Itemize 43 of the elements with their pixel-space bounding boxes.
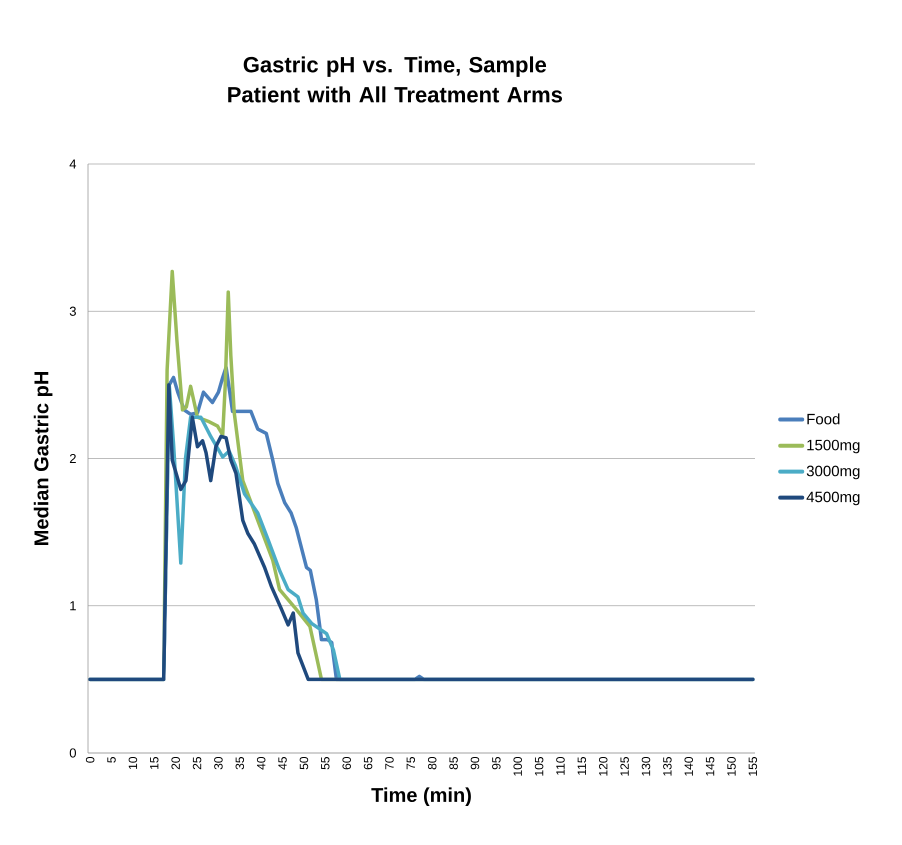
legend-label: 1500mg [807, 440, 860, 454]
x-tick-label: 20 [171, 756, 180, 770]
x-tick-label: 145 [706, 757, 714, 776]
y-tick-label: 3 [70, 306, 76, 316]
x-tick-label: 75 [406, 757, 416, 770]
x-tick-label: 105 [534, 757, 544, 776]
x-tick-label: 100 [513, 756, 522, 776]
x-tick-label: 90 [470, 756, 480, 770]
x-tick-label: 150 [727, 756, 736, 776]
y-tick-label: 1 [70, 601, 76, 610]
x-tick-label: 45 [278, 757, 287, 770]
x-tick-label: 15 [150, 757, 158, 769]
y-tick-label: 2 [70, 454, 76, 464]
chart-title: Gastric pH vs. Time, Sample Patient with All Treatment Arms [228, 56, 562, 102]
x-tick-label: 55 [321, 757, 330, 770]
x-tick-label: 110 [556, 756, 565, 775]
x-tick-label: 35 [236, 757, 244, 770]
x-tick-label: 130 [642, 756, 650, 776]
x-tick-label: 135 [663, 757, 672, 776]
x-tick-label: 80 [428, 756, 436, 770]
x-tick-label: 115 [578, 757, 586, 775]
x-tick-label: 155 [748, 757, 758, 776]
x-axis-title: Time (min) [371, 787, 471, 806]
x-tick-label: 95 [492, 757, 501, 770]
x-tick-label: 70 [385, 756, 394, 770]
legend-label: 4500mg [806, 492, 860, 506]
y-tick-label: 4 [70, 160, 76, 168]
x-tick-label: 5 [107, 757, 116, 763]
x-tick-label: 25 [192, 757, 202, 770]
x-tick-label: 140 [684, 756, 693, 776]
x-tick-label: 10 [128, 756, 138, 769]
x-tick-label: 30 [214, 756, 223, 770]
x-tick-label: 85 [449, 757, 458, 770]
x-tick-label: 50 [300, 756, 308, 770]
y-axis-title: Median Gastric pH [34, 372, 52, 545]
x-tick-label: 65 [364, 757, 372, 770]
x-tick-label: 60 [342, 756, 351, 770]
x-tick-label: 125 [620, 757, 629, 776]
x-tick-label: 40 [256, 756, 266, 770]
legend-label: 3000mg [806, 466, 860, 480]
x-tick-label: 0 [86, 756, 94, 763]
x-tick-label: 120 [598, 756, 608, 776]
legend-label: Food [807, 413, 840, 424]
